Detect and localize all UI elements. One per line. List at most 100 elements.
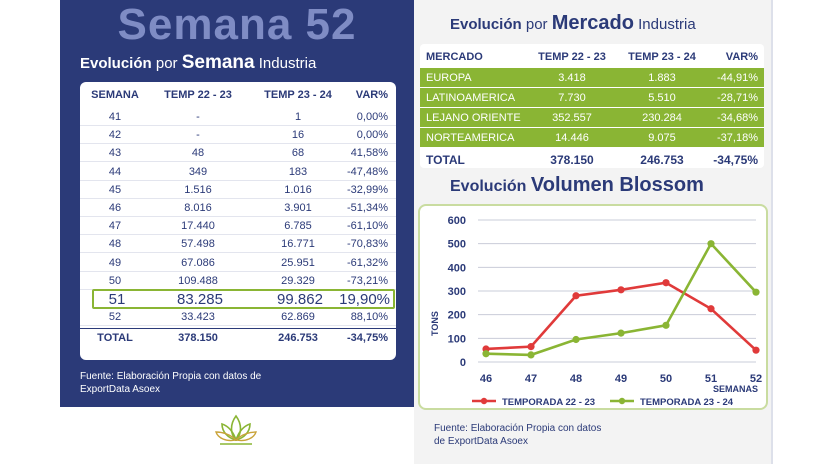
subtitle-pre: Evolución xyxy=(450,16,522,33)
cell-temp-22-23: - xyxy=(196,111,200,123)
chart-title: Evolución Volumen Blossom xyxy=(450,174,704,197)
market-row: LATINOAMERICA 7.730 5.510 -28,71% xyxy=(420,88,764,108)
data-point xyxy=(617,286,625,294)
cell-temp-22-23: 67.086 xyxy=(181,256,215,269)
cell-temp-22-23: 8.016 xyxy=(184,202,212,214)
data-point xyxy=(527,343,535,351)
source-line-1: Fuente: Elaboración Propia con datos de xyxy=(80,371,262,382)
source-line-2: de ExportData Asoex xyxy=(434,436,528,447)
market-row: EUROPA 3.418 1.883 -44,91% xyxy=(420,68,764,88)
data-point xyxy=(707,240,715,248)
subtitle-pre: Evolución xyxy=(80,55,152,72)
header-var: VAR% xyxy=(725,51,758,63)
cell-var: -61,10% xyxy=(347,220,388,233)
header-var: VAR% xyxy=(355,89,388,101)
cell-temp-22-23: 48 xyxy=(191,147,205,160)
cell-var: -32,99% xyxy=(347,183,388,196)
cell-semana: 47 xyxy=(108,220,122,233)
cell-temp-23-24: 16 xyxy=(291,129,305,142)
legend-label: TEMPORADA 23 - 24 xyxy=(640,397,734,408)
table-row: 44 349 183 -47,48% xyxy=(80,163,396,181)
x-tick-label: 51 xyxy=(705,373,717,385)
cell-semana: 52 xyxy=(108,311,122,324)
market-row: NORTEAMERICA 14.446 9.075 -37,18% xyxy=(420,128,764,148)
header-temp-22-23: TEMP 22 - 23 xyxy=(538,51,606,63)
cell-temp-22-23: 3.418 xyxy=(558,72,586,84)
cell-semana: 50 xyxy=(108,274,122,287)
cell-temp-23-24: 25.951 xyxy=(281,256,315,269)
cell-temp-22-23: 83.285 xyxy=(177,291,223,308)
total-temp-23-24: 246.753 xyxy=(640,153,684,167)
cell-semana: 51 xyxy=(108,291,126,308)
cell-temp-23-24: 99.862 xyxy=(277,291,323,308)
chart-title-pre: Evolución xyxy=(450,178,527,195)
x-tick-label: 50 xyxy=(660,373,672,385)
x-tick-label: 52 xyxy=(750,373,762,385)
market-row: LEJANO ORIENTE 352.557 230.284 -34,68% xyxy=(420,108,764,128)
table-row: 50 109.488 29.329 -73,21% xyxy=(80,272,396,290)
cell-temp-22-23: 109.488 xyxy=(178,274,218,287)
data-point xyxy=(527,351,535,359)
cell-temp-22-23: 17.440 xyxy=(181,220,215,233)
table-row: 52 33.423 62.869 88,10% xyxy=(80,308,396,327)
data-point xyxy=(482,350,490,358)
header-semana: SEMANA xyxy=(91,89,139,101)
cell-var: 19,90% xyxy=(339,291,390,308)
header-mercado: MERCADO xyxy=(426,51,483,63)
market-table-header: MERCADO TEMP 22 - 23 TEMP 23 - 24 VAR% xyxy=(420,48,764,66)
cell-semana: 42 xyxy=(108,129,122,142)
cell-semana: 41 xyxy=(108,111,122,123)
cell-temp-22-23: 349 xyxy=(188,165,208,178)
y-tick-label: 500 xyxy=(448,239,466,251)
cell-mercado: NORTEAMERICA xyxy=(426,132,515,144)
week-title: Semana 52 xyxy=(117,0,357,49)
cell-temp-22-23: 57.498 xyxy=(181,238,215,251)
legend-marker xyxy=(618,397,626,405)
cell-var: -73,21% xyxy=(347,274,388,287)
legend-label: TEMPORADA 22 - 23 xyxy=(502,397,595,408)
y-tick-label: 200 xyxy=(448,310,466,322)
subtitle-bold: Semana xyxy=(181,52,255,73)
week-table-subtitle: Evolución por Semana Industria xyxy=(80,52,316,74)
y-tick-label: 100 xyxy=(448,333,466,345)
cell-temp-22-23: 1.516 xyxy=(184,183,212,196)
cell-var: 41,58% xyxy=(350,147,388,160)
table-row: 41 - 1 0,00% xyxy=(80,108,396,126)
source-note-left: Fuente: Elaboración Propia con datos de … xyxy=(80,370,320,396)
y-axis-label: TONS xyxy=(430,311,440,336)
chart-container: 0 100 200 300 400 500 600 46 47 48 49 50 51 52 TONS SEM… xyxy=(418,204,768,410)
cell-temp-23-24: 230.284 xyxy=(642,112,682,124)
right-divider xyxy=(771,0,773,464)
volume-line-chart: 0 100 200 300 400 500 600 46 47 48 49 50 51 52 TONS SEM… xyxy=(430,215,762,408)
x-tick-label: 47 xyxy=(525,373,537,385)
total-temp-23-24: 246.753 xyxy=(278,332,318,345)
cell-temp-22-23: 14.446 xyxy=(555,132,589,144)
cell-var: -28,71% xyxy=(717,92,758,104)
cell-var: -47,48% xyxy=(347,165,388,178)
cell-temp-23-24: 6.785 xyxy=(284,220,312,233)
table-row: 46 8.016 3.901 -51,34% xyxy=(80,199,396,217)
data-point xyxy=(572,335,580,344)
y-tick-label: 400 xyxy=(448,262,466,274)
cell-mercado: LATINOAMERICA xyxy=(426,92,516,104)
cell-semana: 44 xyxy=(108,165,122,178)
cell-temp-23-24: 62.869 xyxy=(281,311,315,324)
cell-temp-23-24: 1.016 xyxy=(284,183,312,196)
table-row: 49 67.086 25.951 -61,32% xyxy=(80,254,396,272)
cell-var: -61,32% xyxy=(347,256,388,269)
week-table-header: SEMANA TEMP 22 - 23 TEMP 23 - 24 VAR% xyxy=(80,86,396,106)
table-row: 45 1.516 1.016 -32,99% xyxy=(80,181,396,199)
market-table: MERCADO TEMP 22 - 23 TEMP 23 - 24 VAR% E… xyxy=(420,44,764,168)
header-temp-22-23: TEMP 22 - 23 xyxy=(164,89,232,101)
cell-var: -70,83% xyxy=(347,238,388,251)
total-temp-22-23: 378.150 xyxy=(550,153,594,167)
data-point xyxy=(707,305,715,313)
cell-temp-23-24: 68 xyxy=(291,147,305,160)
cell-var: -51,34% xyxy=(347,202,388,214)
x-tick-label: 48 xyxy=(570,373,582,385)
x-tick-label: 49 xyxy=(615,373,627,385)
subtitle-mid: por xyxy=(155,55,178,72)
market-total-row: TOTAL 378.150 246.753 -34,75% xyxy=(420,149,764,171)
cell-temp-23-24: 1 xyxy=(294,111,302,123)
subtitle-bold: Mercado xyxy=(551,12,634,34)
